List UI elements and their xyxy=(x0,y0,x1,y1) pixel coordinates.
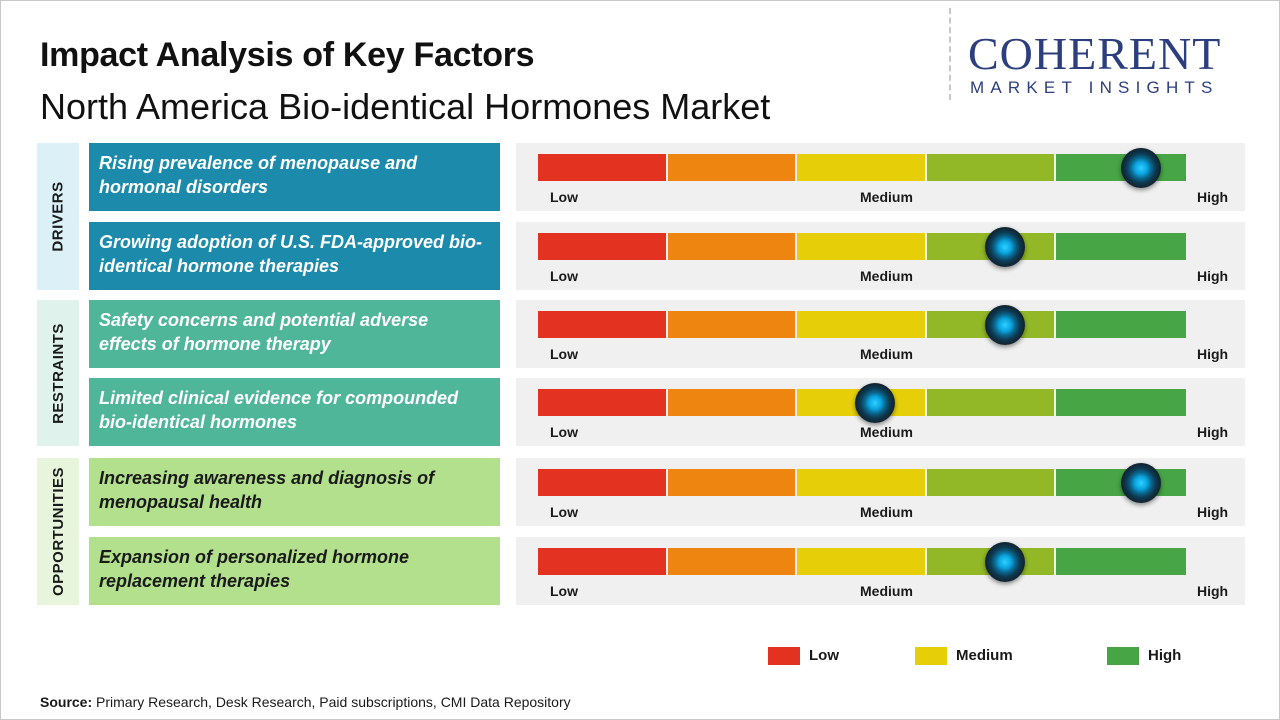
factor-label: Increasing awareness and diagnosis of me… xyxy=(89,458,500,526)
group-tab-restraints: RESTRAINTS xyxy=(37,300,79,446)
group-tab-opportunities: OPPORTUNITIES xyxy=(37,458,79,605)
meter-segment xyxy=(926,469,1055,496)
meter-segment xyxy=(667,389,796,416)
meter-label-high: High xyxy=(1197,268,1229,284)
meter-label-medium: Medium xyxy=(860,189,913,205)
meter-segment xyxy=(667,154,796,181)
legend-swatch-high xyxy=(1107,647,1139,665)
factor-label: Expansion of personalized hormone replac… xyxy=(89,537,500,605)
meter-label-high: High xyxy=(1197,346,1229,362)
source-text: Primary Research, Desk Research, Paid su… xyxy=(92,694,571,710)
meter-segment xyxy=(797,311,925,338)
impact-marker xyxy=(1120,462,1161,503)
impact-meter: Low Medium High xyxy=(516,143,1245,211)
meter-segment xyxy=(1056,548,1186,575)
meter-label-high: High xyxy=(1197,424,1229,440)
company-logo: COHERENT MARKET INSIGHTS xyxy=(968,30,1268,100)
group-label: RESTRAINTS xyxy=(49,322,67,424)
source-label: Source: xyxy=(40,694,93,710)
legend-swatch-medium xyxy=(915,647,947,665)
factor-label: Growing adoption of U.S. FDA-approved bi… xyxy=(89,222,500,290)
meter-label-medium: Medium xyxy=(860,504,913,520)
meter-label-low: Low xyxy=(550,504,578,520)
impact-marker xyxy=(984,541,1025,582)
impact-meter: Low Medium High xyxy=(516,300,1245,368)
meter-segment xyxy=(667,233,796,260)
chart-subtitle: North America Bio-identical Hormones Mar… xyxy=(40,86,771,127)
meter-label-low: Low xyxy=(550,268,578,284)
logo-divider xyxy=(949,8,951,100)
meter-label-medium: Medium xyxy=(860,424,913,440)
meter-segment xyxy=(1056,311,1186,338)
factor-label: Safety concerns and potential adverse ef… xyxy=(89,300,500,368)
group-label: OPPORTUNITIES xyxy=(49,466,67,597)
meter-label-high: High xyxy=(1197,583,1229,599)
impact-marker xyxy=(984,304,1025,345)
impact-marker xyxy=(984,226,1025,267)
meter-segment xyxy=(797,233,925,260)
factor-label: Limited clinical evidence for compounded… xyxy=(89,378,500,446)
meter-segment xyxy=(797,548,925,575)
legend-swatch-low xyxy=(768,647,800,665)
meter-segment xyxy=(538,311,666,338)
meter-label-medium: Medium xyxy=(860,268,913,284)
source-note: Source: Primary Research, Desk Research,… xyxy=(40,694,571,710)
meter-segment xyxy=(667,469,796,496)
meter-label-low: Low xyxy=(550,583,578,599)
legend-label-high: High xyxy=(1148,647,1182,664)
meter-label-medium: Medium xyxy=(860,346,913,362)
meter-segment xyxy=(926,389,1055,416)
group-tab-drivers: DRIVERS xyxy=(37,143,79,290)
logo-tagline: MARKET INSIGHTS xyxy=(970,78,1219,97)
meter-segment xyxy=(667,548,796,575)
meter-label-high: High xyxy=(1197,504,1229,520)
impact-marker xyxy=(1120,147,1161,188)
impact-meter: Low Medium High xyxy=(516,222,1245,290)
meter-label-low: Low xyxy=(550,189,578,205)
group-label: DRIVERS xyxy=(49,181,67,252)
legend-label-low: Low xyxy=(809,647,839,664)
impact-meter: Low Medium High xyxy=(516,458,1245,526)
meter-segment xyxy=(538,469,666,496)
impact-meter: Low Medium High xyxy=(516,537,1245,605)
meter-segment xyxy=(1056,389,1186,416)
impact-meter: Low Medium High xyxy=(516,378,1245,446)
chart-title: Impact Analysis of Key Factors xyxy=(40,36,535,74)
meter-label-medium: Medium xyxy=(860,583,913,599)
meter-segment xyxy=(538,548,666,575)
meter-label-low: Low xyxy=(550,424,578,440)
legend-label-medium: Medium xyxy=(956,647,1013,664)
impact-marker xyxy=(854,382,895,423)
meter-segment xyxy=(926,154,1055,181)
meter-label-high: High xyxy=(1197,189,1229,205)
meter-label-low: Low xyxy=(550,346,578,362)
meter-segment xyxy=(667,311,796,338)
meter-segment xyxy=(797,469,925,496)
factor-label: Rising prevalence of menopause and hormo… xyxy=(89,143,500,211)
meter-segment xyxy=(1056,233,1186,260)
meter-segment xyxy=(538,233,666,260)
meter-segment xyxy=(538,154,666,181)
meter-segment xyxy=(538,389,666,416)
meter-segment xyxy=(797,154,925,181)
logo-wordmark: COHERENT xyxy=(968,28,1222,79)
